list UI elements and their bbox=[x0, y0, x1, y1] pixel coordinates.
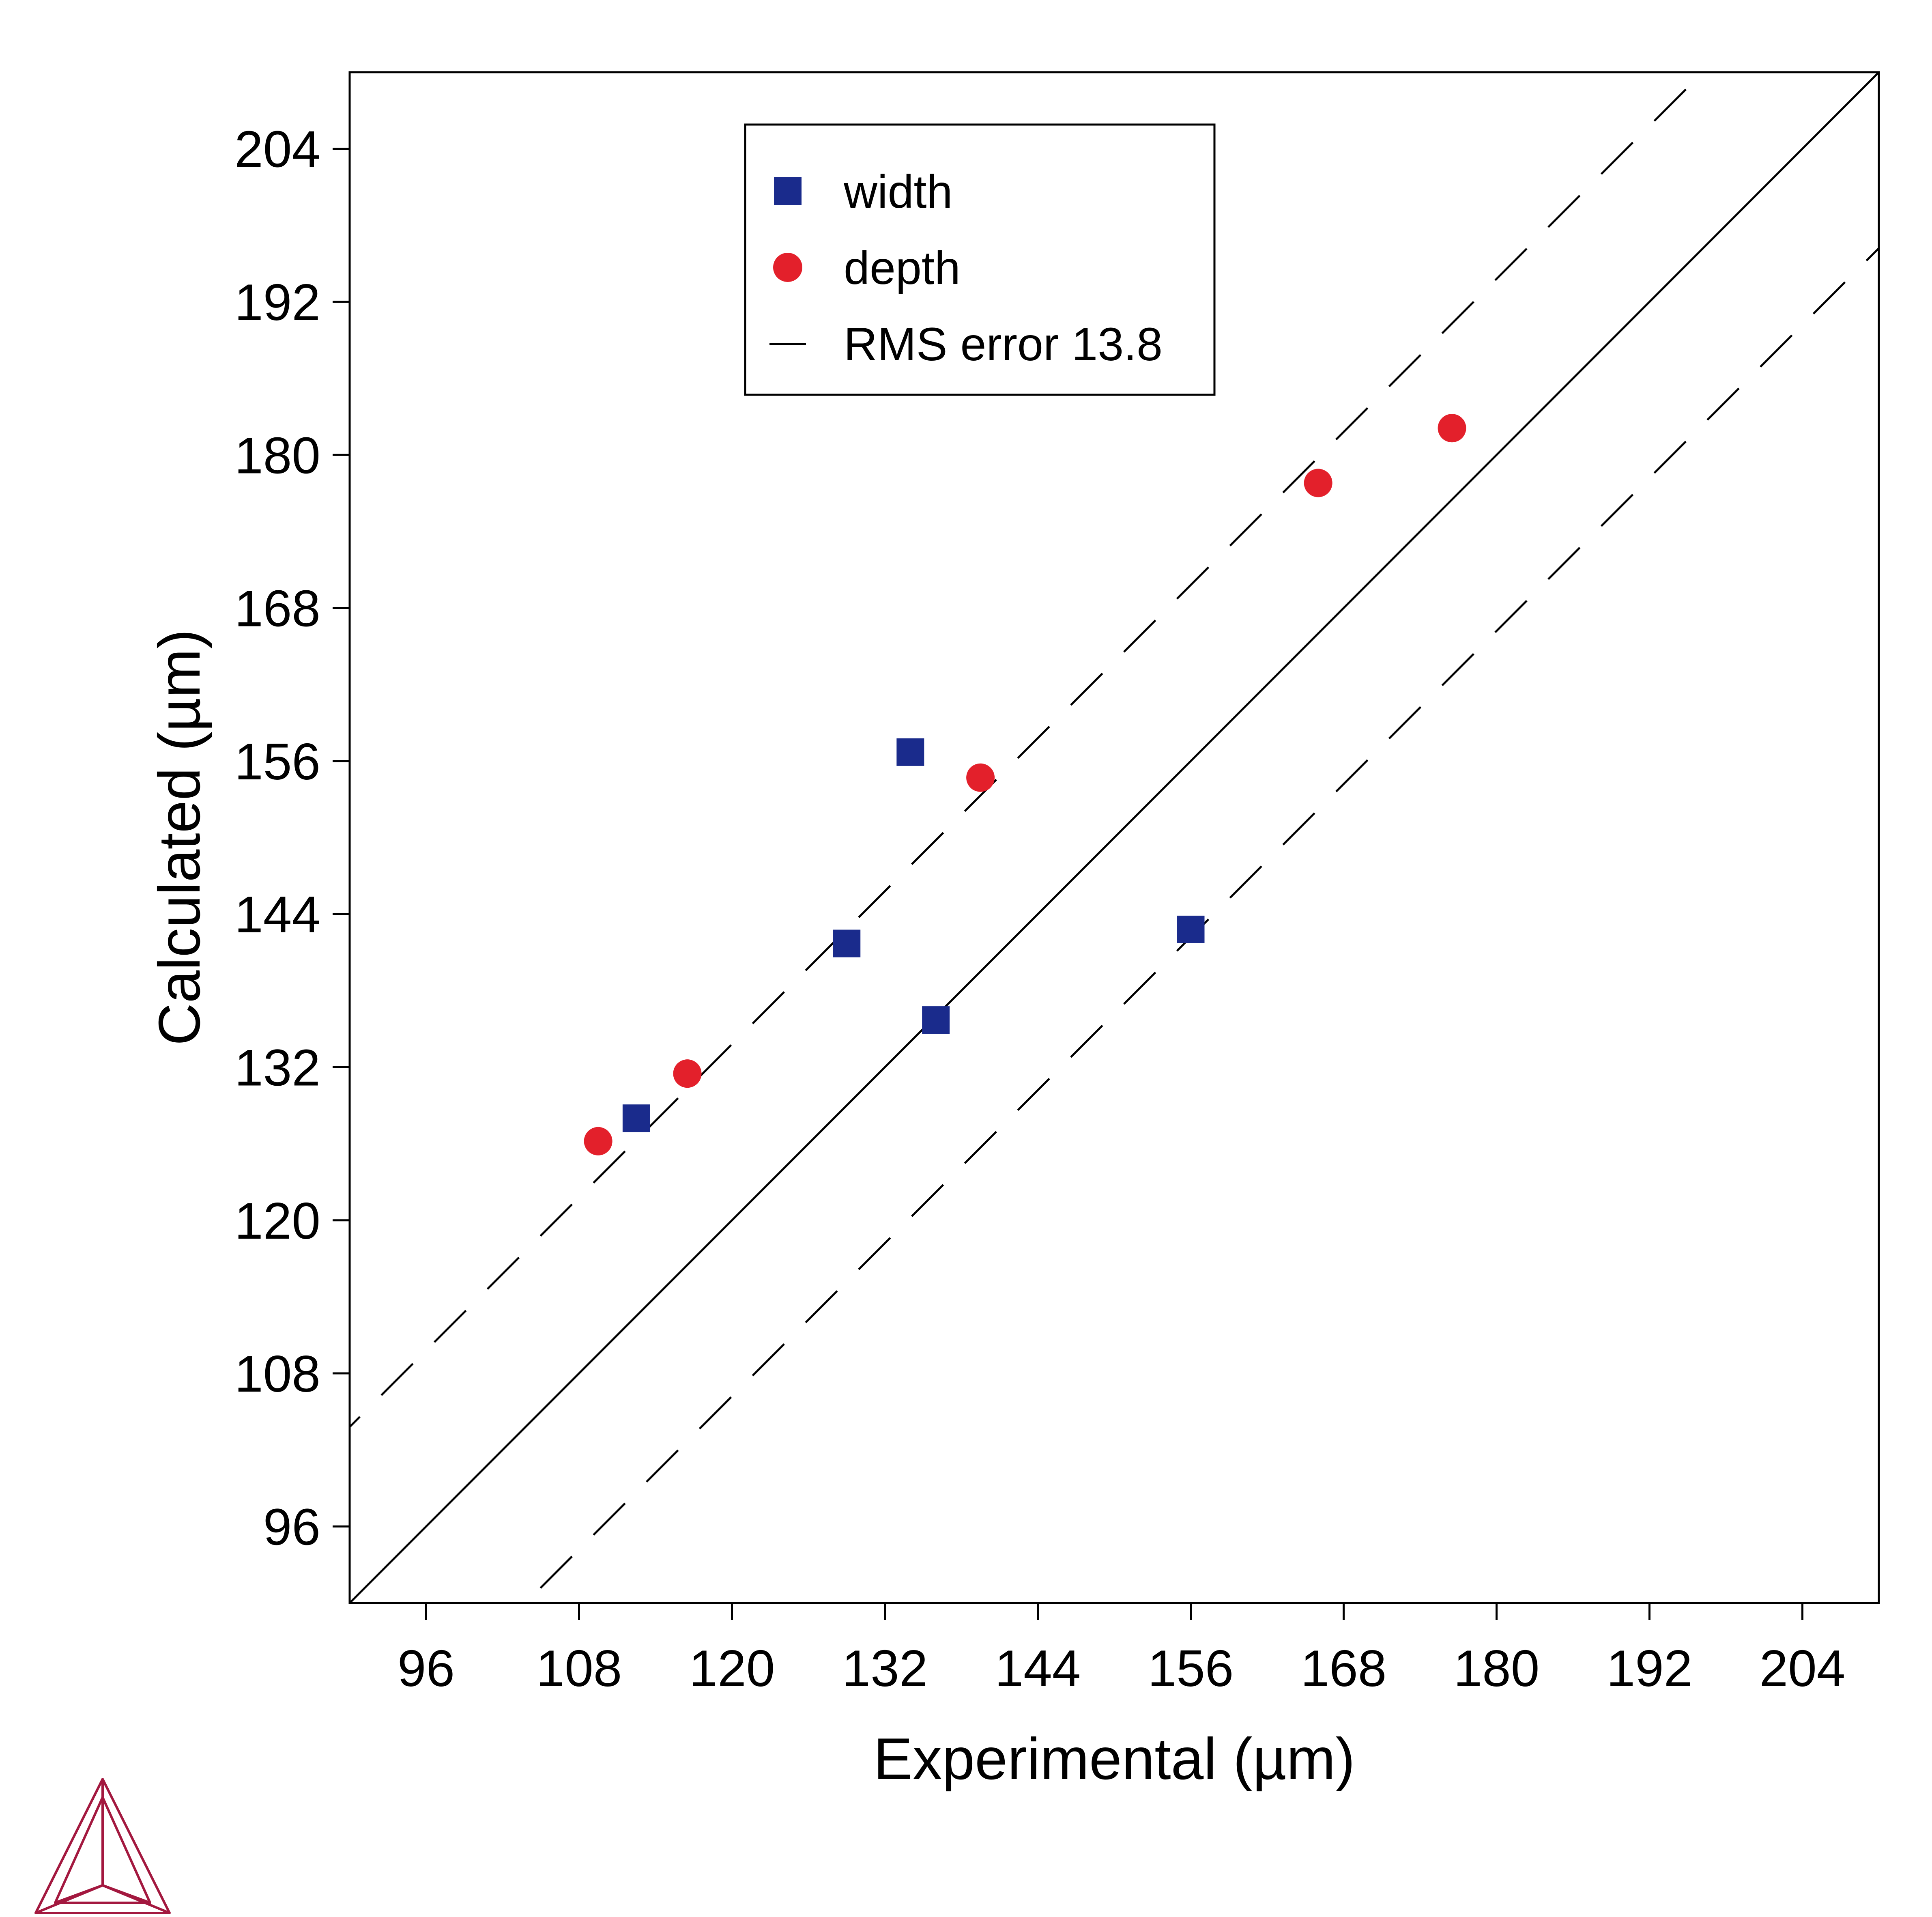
x-axis-title: Experimental (µm) bbox=[873, 1726, 1355, 1792]
depth-point bbox=[673, 1059, 702, 1088]
depth-point bbox=[1438, 414, 1466, 443]
width-point bbox=[1177, 915, 1205, 943]
width-point bbox=[833, 929, 861, 957]
legend-width-label: width bbox=[843, 166, 952, 218]
depth-point bbox=[1304, 469, 1332, 497]
x-tick-label: 96 bbox=[398, 1639, 455, 1697]
width-point bbox=[622, 1104, 650, 1132]
x-tick-label: 204 bbox=[1760, 1639, 1846, 1697]
y-tick-label: 108 bbox=[234, 1345, 320, 1403]
reference-lines bbox=[350, 72, 1879, 1603]
depth-point bbox=[584, 1127, 612, 1155]
x-tick-label: 132 bbox=[842, 1639, 928, 1697]
legend-width-marker bbox=[774, 177, 802, 205]
y-axis-title: Calculated (µm) bbox=[146, 629, 212, 1046]
x-tick-label: 180 bbox=[1454, 1639, 1540, 1697]
y-tick-label: 120 bbox=[234, 1192, 320, 1250]
legend-box bbox=[744, 123, 1216, 396]
y-tick-label: 144 bbox=[234, 886, 320, 943]
x-tick-label: 192 bbox=[1607, 1639, 1693, 1697]
x-tick-label: 156 bbox=[1148, 1639, 1234, 1697]
y-tick-label: 168 bbox=[234, 580, 320, 637]
width-point bbox=[922, 1006, 950, 1034]
thermo-calc-triangle-logo bbox=[34, 1778, 171, 1914]
x-tick-label: 168 bbox=[1301, 1639, 1387, 1697]
width-point bbox=[896, 738, 924, 766]
y-tick-label: 96 bbox=[263, 1498, 320, 1556]
legend-depth-marker bbox=[773, 253, 802, 282]
x-tick-label: 108 bbox=[536, 1639, 622, 1697]
axis-ticks: 96 108 120 132 144 156 168 180 192 204 96 108 120 132… bbox=[234, 120, 1845, 1697]
data-markers bbox=[584, 414, 1466, 1155]
y-tick-label: 180 bbox=[234, 426, 320, 484]
y-tick-label: 132 bbox=[234, 1039, 320, 1096]
y-tick-label: 204 bbox=[234, 120, 320, 178]
legend: width depth RMS error 13.8 bbox=[744, 123, 1216, 396]
depth-point bbox=[966, 763, 995, 792]
plot-frame bbox=[348, 71, 1880, 1604]
x-tick-label: 144 bbox=[995, 1639, 1081, 1697]
rms-error-line bbox=[524, 247, 1879, 1603]
y-tick-label: 156 bbox=[234, 733, 320, 790]
identity-line bbox=[350, 72, 1879, 1603]
legend-rms-label: RMS error 13.8 bbox=[844, 318, 1163, 370]
x-tick-label: 120 bbox=[689, 1639, 775, 1697]
y-tick-label: 192 bbox=[234, 273, 320, 331]
legend-depth-label: depth bbox=[844, 242, 961, 294]
